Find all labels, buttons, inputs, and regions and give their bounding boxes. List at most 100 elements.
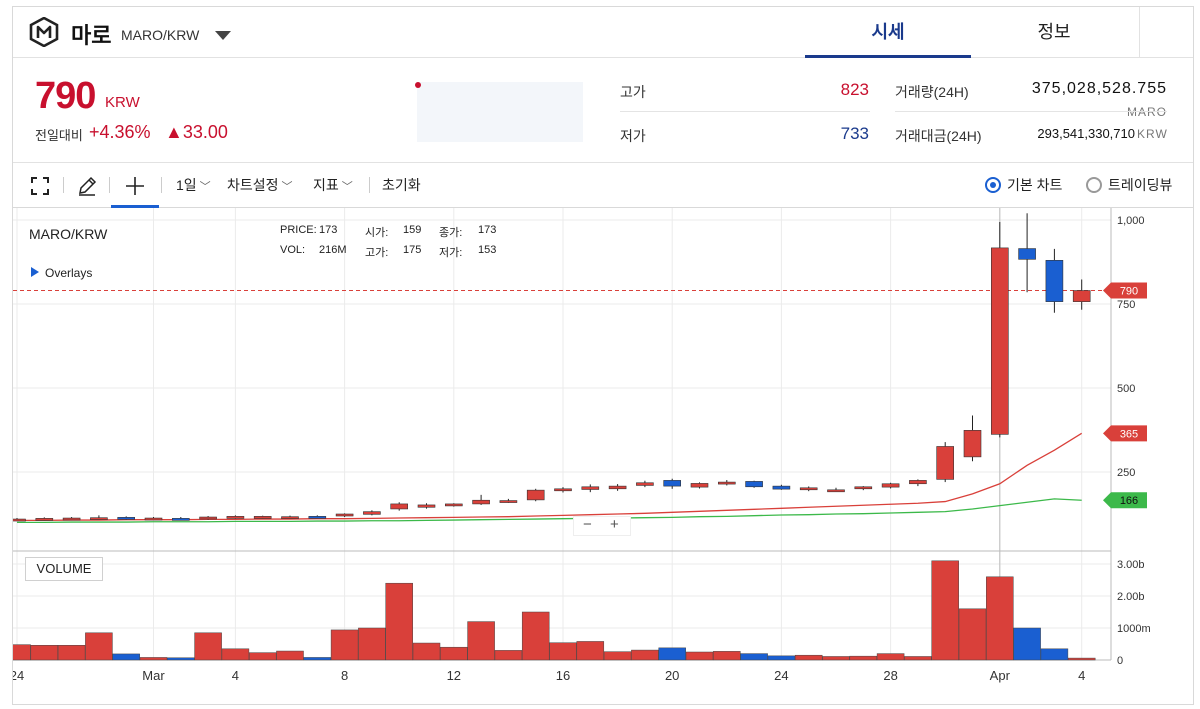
price-unit: KRW [105, 94, 140, 111]
candle-body [663, 480, 682, 487]
candle-body [772, 485, 791, 490]
volume-bar [822, 656, 850, 661]
value-label: 거래대금(24H) [895, 128, 982, 144]
volume-bar [112, 653, 140, 661]
candle-body [35, 518, 54, 521]
price-tag [1103, 425, 1147, 442]
coin-select-chevron-down-icon[interactable] [215, 31, 231, 40]
volume-bar [139, 657, 168, 661]
price-tag-label: 790 [1120, 286, 1138, 298]
chart-settings-menu[interactable]: 차트설정 ﹀ [227, 175, 293, 195]
time-tick-label: 16 [556, 668, 570, 683]
candle-body [581, 486, 600, 490]
candle-body [90, 517, 108, 520]
price-summary: 790 KRW 전일대비 +4.36% ▲33.00 고가 823 저가 733… [13, 58, 1193, 163]
tab-info[interactable]: 정보 [1037, 22, 1071, 42]
volume-bar [248, 652, 277, 661]
pencil-icon[interactable] [77, 176, 97, 196]
volume-bar [631, 649, 659, 661]
candle-body [226, 516, 245, 519]
ohlc-price: 173 [319, 224, 338, 236]
candle-body [936, 446, 955, 480]
mini-chart [417, 82, 583, 142]
price-chart[interactable]: 1,000 750 500 250 3.00b 2.00b 1000m 0 24 Mar 4 8 12 1… [13, 208, 1193, 704]
candle-body [472, 499, 490, 505]
volume-bar [30, 645, 59, 661]
candle-body [13, 518, 26, 522]
volume-bar [576, 641, 605, 661]
candle-body [554, 488, 572, 492]
basic-chart-label[interactable]: 기본 차트 [1007, 177, 1063, 193]
candle-body [1072, 290, 1091, 302]
candle-body [144, 517, 163, 521]
price-tag-label: 166 [1120, 495, 1138, 507]
candle-body [990, 247, 1009, 435]
volume-bar [986, 576, 1014, 661]
volume-pane-label: VOLUME [25, 557, 103, 581]
toolbar-divider [161, 177, 162, 193]
indicators-menu[interactable]: 지표 ﹀ [313, 175, 353, 195]
candle-body [827, 489, 845, 493]
low-label: 저가 [620, 128, 646, 144]
change-amount: ▲33.00 [165, 122, 228, 142]
candlestick-chart[interactable]: 1,000 750 500 250 3.00b 2.00b 1000m 0 24 Mar 4 8 12 1… [13, 208, 1193, 704]
price-tag [1103, 282, 1147, 299]
price-tag [1103, 492, 1147, 509]
volume-tick-label: 2.00b [1117, 591, 1145, 603]
crosshair-icon[interactable] [125, 176, 145, 196]
candle-body [909, 480, 927, 485]
divider [620, 111, 870, 112]
volume-unit: MARO [1127, 105, 1167, 119]
volume-tick-label: 1000m [1117, 623, 1151, 635]
volume-bar [194, 632, 222, 661]
ohlc-high-label: 고가: [365, 247, 389, 259]
fullscreen-icon[interactable] [31, 177, 49, 195]
coin-header: 마로 MARO/KRW 시세 정보 [13, 7, 1193, 58]
volume-bar [276, 650, 304, 661]
divider [895, 111, 1167, 112]
trade-value-unit: KRW [1137, 127, 1168, 141]
zoom-controls: − + [573, 516, 631, 536]
time-tick-label: 12 [447, 668, 461, 683]
candle-body [172, 518, 190, 521]
tradingview-label[interactable]: 트레이딩뷰 [1108, 177, 1173, 193]
ohlc-high: 175 [403, 244, 422, 256]
price-tick-label: 1,000 [1117, 215, 1145, 227]
volume-bar [931, 560, 959, 661]
zoom-in-button[interactable]: + [610, 516, 619, 533]
candle-body [281, 516, 299, 519]
time-tick-label: 8 [341, 668, 348, 683]
ohlc-open-label: 시가: [365, 227, 389, 239]
volume-bar [1040, 648, 1069, 661]
overlays-toggle[interactable]: Overlays [31, 266, 92, 280]
basic-chart-radio[interactable] [985, 177, 1001, 193]
chevron-down-icon: ﹀ [341, 181, 353, 193]
time-tick-label: Mar [142, 668, 165, 683]
candle-body [499, 500, 518, 503]
interval-select[interactable]: 1일 ﹀ [176, 175, 211, 195]
volume-bar [740, 653, 768, 661]
indicators-label: 지표 [313, 177, 339, 193]
high-value: 823 [840, 80, 869, 99]
volume-bar [385, 582, 413, 661]
interval-label: 1일 [176, 177, 197, 193]
volume-bar [603, 651, 632, 661]
price-tick-label: 250 [1117, 467, 1135, 479]
volume-bar [549, 642, 577, 661]
toolbar-divider [109, 177, 110, 193]
zoom-out-button[interactable]: − [583, 516, 592, 533]
reset-button[interactable]: 초기화 [382, 177, 421, 193]
volume-bar [958, 608, 987, 661]
moving-average-line [17, 432, 1083, 522]
price-tag-label: 365 [1120, 428, 1138, 440]
candle-body [308, 516, 327, 519]
tab-quote[interactable]: 시세 [805, 7, 971, 58]
current-price: 790 [35, 75, 96, 117]
volume-bar [167, 657, 195, 661]
candle-body [417, 504, 436, 508]
candle-body [335, 513, 354, 517]
tradingview-radio[interactable] [1086, 177, 1102, 193]
candle-body [390, 503, 409, 510]
candle-body [963, 430, 982, 458]
candle-body [363, 511, 381, 515]
